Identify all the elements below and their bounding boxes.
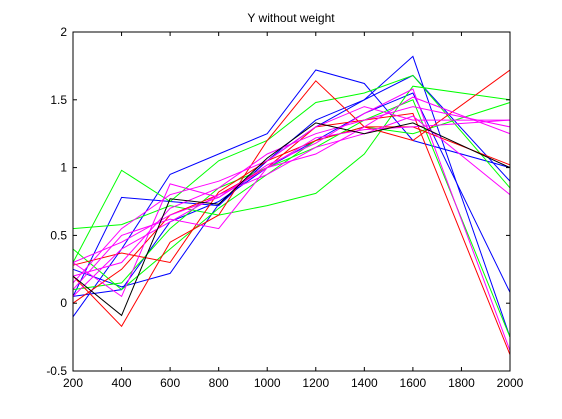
series-line-5 [72,85,511,230]
y-tick-label: 1 [60,161,67,175]
plot-lines [72,55,511,355]
y-tick-label: 2 [60,25,67,39]
y-tick-label: -0.5 [46,364,67,378]
series-line-15 [72,106,511,277]
series-line-14 [72,106,510,284]
chart-title: Y without weight [247,11,335,25]
x-tick-label: 200 [63,376,83,390]
y-tick-label: 0 [60,296,67,310]
y-tick-label: 0.5 [50,228,67,242]
series-line-9 [72,69,511,328]
y-axis-ticks: -0.5 0 0.5 1 1.5 2 [46,25,510,378]
y-tick-label: 1.5 [50,93,67,107]
x-tick-label: 800 [209,376,229,390]
x-tick-label: 1400 [351,376,378,390]
series-line-12 [72,88,511,351]
x-axis-ticks: 200 400 600 800 1000 1200 1400 1600 1800 2000 [63,32,524,390]
series-line-16 [72,115,511,297]
plot-frame [72,31,511,372]
x-tick-label: 1800 [448,376,475,390]
x-tick-label: 600 [160,376,180,390]
series-line-17 [72,119,511,263]
x-tick-label: 1000 [254,376,281,390]
x-tick-label: 1200 [302,376,329,390]
series-line-18 [72,122,511,317]
x-tick-label: 400 [112,376,132,390]
x-tick-label: 2000 [497,376,524,390]
x-tick-label: 1600 [400,376,427,390]
